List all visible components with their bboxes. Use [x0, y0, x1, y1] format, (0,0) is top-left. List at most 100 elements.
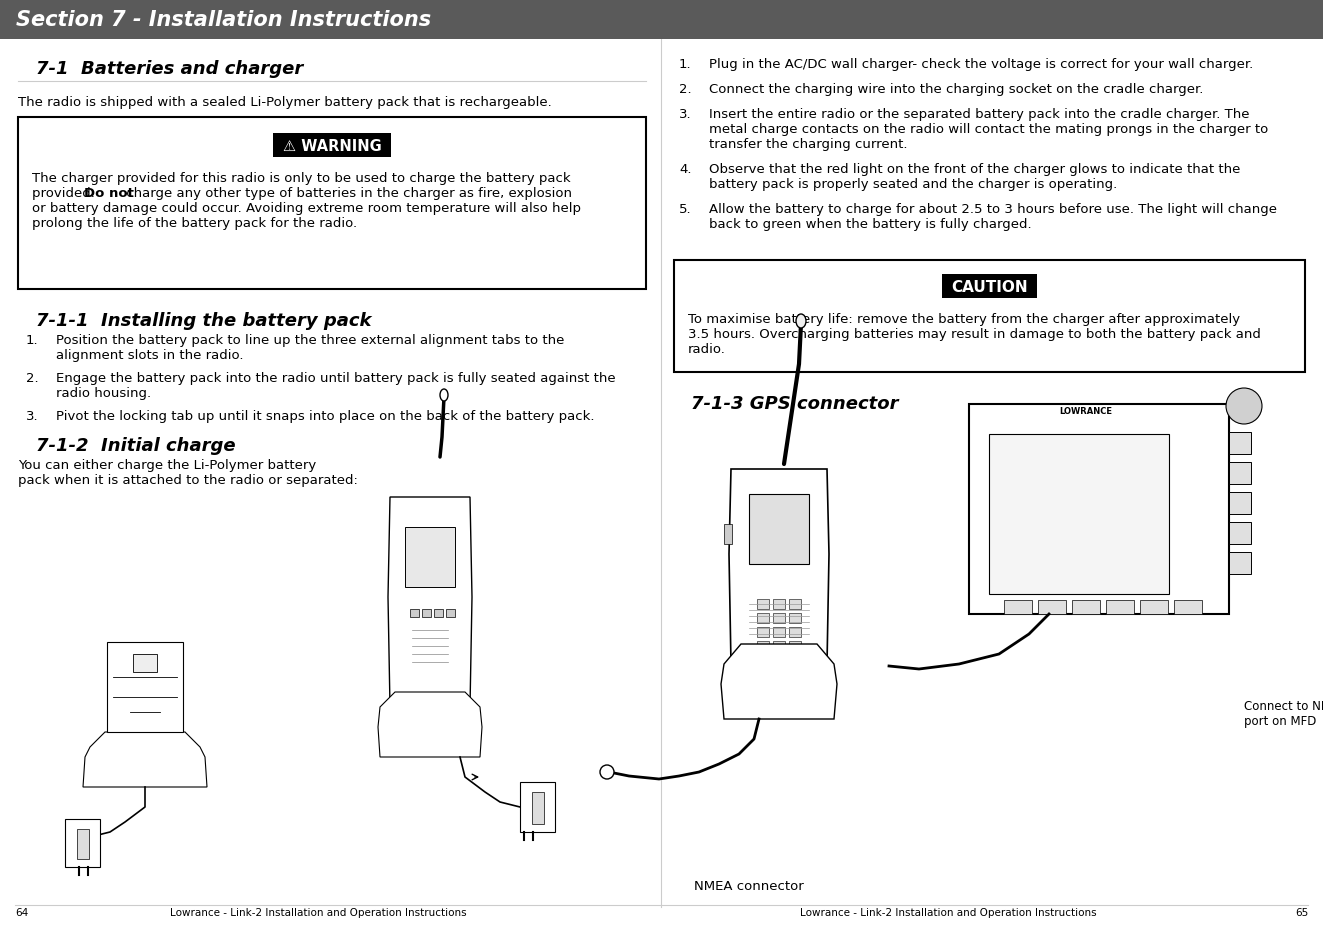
- Text: ⚠ WARNING: ⚠ WARNING: [283, 138, 381, 153]
- Bar: [532, 793, 544, 824]
- Text: 7-1-1  Installing the battery pack: 7-1-1 Installing the battery pack: [36, 311, 372, 330]
- Polygon shape: [388, 498, 472, 707]
- Bar: [773, 614, 785, 623]
- Bar: [789, 628, 800, 638]
- Bar: [1229, 492, 1252, 514]
- Text: charge any other type of batteries in the charger as fire, explosion: charge any other type of batteries in th…: [122, 187, 572, 200]
- Text: 5.: 5.: [679, 203, 692, 216]
- Text: 3.5 hours. Overcharging batteries may result in damage to both the battery pack : 3.5 hours. Overcharging batteries may re…: [688, 327, 1261, 340]
- Text: Observe that the red light on the front of the charger glows to indicate that th: Observe that the red light on the front …: [709, 163, 1241, 176]
- Text: 7-1  Batteries and charger: 7-1 Batteries and charger: [36, 60, 303, 78]
- Bar: [0, 0, 1323, 40]
- Bar: [410, 609, 419, 617]
- Circle shape: [1226, 388, 1262, 425]
- Text: You can either charge the Li-Polymer battery: You can either charge the Li-Polymer bat…: [19, 459, 316, 472]
- Polygon shape: [83, 732, 206, 787]
- Text: prolong the life of the battery pack for the radio.: prolong the life of the battery pack for…: [32, 217, 357, 230]
- Text: Lowrance - Link-2 Installation and Operation Instructions: Lowrance - Link-2 Installation and Opera…: [169, 907, 467, 917]
- Bar: [77, 829, 89, 859]
- Text: 1.: 1.: [679, 57, 692, 71]
- Text: 7-1-2  Initial charge: 7-1-2 Initial charge: [36, 437, 235, 454]
- Bar: [724, 525, 732, 544]
- Bar: [673, 260, 1304, 373]
- Text: metal charge contacts on the radio will contact the mating prongs in the charger: metal charge contacts on the radio will …: [709, 123, 1269, 136]
- Bar: [749, 494, 808, 565]
- Text: NMEA connector: NMEA connector: [695, 879, 804, 892]
- Text: 2.: 2.: [679, 83, 692, 95]
- Bar: [1072, 601, 1099, 615]
- Bar: [773, 600, 785, 609]
- Bar: [1039, 601, 1066, 615]
- Bar: [757, 600, 769, 609]
- Text: Lowrance - Link-2 Installation and Operation Instructions: Lowrance - Link-2 Installation and Opera…: [800, 907, 1097, 917]
- Text: To maximise battery life: remove the battery from the charger after approximatel: To maximise battery life: remove the bat…: [688, 312, 1240, 325]
- Bar: [757, 628, 769, 638]
- Bar: [968, 404, 1229, 615]
- Bar: [422, 609, 431, 617]
- Text: 65: 65: [1295, 907, 1308, 917]
- Bar: [757, 614, 769, 623]
- Text: pack when it is attached to the radio or separated:: pack when it is attached to the radio or…: [19, 474, 359, 487]
- Bar: [1174, 601, 1203, 615]
- Bar: [773, 641, 785, 652]
- Bar: [273, 133, 392, 158]
- Bar: [1004, 601, 1032, 615]
- Bar: [1106, 601, 1134, 615]
- Text: LOWRANCE: LOWRANCE: [1058, 407, 1113, 415]
- Bar: [520, 782, 556, 832]
- Text: alignment slots in the radio.: alignment slots in the radio.: [56, 349, 243, 362]
- Polygon shape: [729, 469, 830, 665]
- Text: The charger provided for this radio is only to be used to charge the battery pac: The charger provided for this radio is o…: [32, 171, 570, 184]
- Text: Position the battery pack to line up the three external alignment tabs to the: Position the battery pack to line up the…: [56, 334, 565, 347]
- Bar: [773, 628, 785, 638]
- Text: Plug in the AC/DC wall charger- check the voltage is correct for your wall charg: Plug in the AC/DC wall charger- check th…: [709, 57, 1253, 71]
- Text: 2.: 2.: [26, 372, 38, 385]
- Text: radio housing.: radio housing.: [56, 387, 151, 400]
- Bar: [789, 614, 800, 623]
- Bar: [990, 435, 1170, 594]
- Text: 7-1-3 GPS connector: 7-1-3 GPS connector: [691, 395, 898, 413]
- Text: battery pack is properly seated and the charger is operating.: battery pack is properly seated and the …: [709, 178, 1117, 191]
- Bar: [1229, 433, 1252, 454]
- Bar: [1229, 463, 1252, 485]
- Bar: [1140, 601, 1168, 615]
- Text: provided.: provided.: [32, 187, 99, 200]
- Ellipse shape: [441, 389, 448, 401]
- Text: 64: 64: [15, 907, 28, 917]
- Text: or battery damage could occur. Avoiding extreme room temperature will also help: or battery damage could occur. Avoiding …: [32, 202, 581, 215]
- Text: 3.: 3.: [679, 108, 692, 121]
- Text: Insert the entire radio or the separated battery pack into the cradle charger. T: Insert the entire radio or the separated…: [709, 108, 1249, 121]
- Text: Do not: Do not: [83, 187, 134, 200]
- Bar: [65, 819, 101, 867]
- Bar: [942, 274, 1037, 298]
- Text: Allow the battery to charge for about 2.5 to 3 hours before use. The light will : Allow the battery to charge for about 2.…: [709, 203, 1277, 216]
- Bar: [1229, 523, 1252, 544]
- Bar: [789, 600, 800, 609]
- Bar: [446, 609, 455, 617]
- Ellipse shape: [796, 314, 806, 329]
- Text: transfer the charging current.: transfer the charging current.: [709, 138, 908, 151]
- Circle shape: [601, 765, 614, 780]
- Text: Section 7 - Installation Instructions: Section 7 - Installation Instructions: [16, 10, 431, 30]
- Bar: [1229, 552, 1252, 575]
- Polygon shape: [721, 644, 837, 719]
- Text: 1.: 1.: [26, 334, 38, 347]
- Bar: [789, 641, 800, 652]
- Text: back to green when the battery is fully charged.: back to green when the battery is fully …: [709, 218, 1032, 231]
- Text: Pivot the locking tab up until it snaps into place on the back of the battery pa: Pivot the locking tab up until it snaps …: [56, 410, 594, 423]
- Text: Connect to NMEA0183
port on MFD: Connect to NMEA0183 port on MFD: [1244, 699, 1323, 727]
- Polygon shape: [378, 692, 482, 757]
- Bar: [19, 118, 646, 289]
- Text: The radio is shipped with a sealed Li-Polymer battery pack that is rechargeable.: The radio is shipped with a sealed Li-Po…: [19, 95, 552, 108]
- Text: 4.: 4.: [679, 163, 692, 176]
- Text: 3.: 3.: [26, 410, 38, 423]
- Text: Connect the charging wire into the charging socket on the cradle charger.: Connect the charging wire into the charg…: [709, 83, 1204, 95]
- Text: radio.: radio.: [688, 343, 726, 356]
- Bar: [757, 641, 769, 652]
- Bar: [134, 654, 157, 672]
- Polygon shape: [107, 642, 183, 732]
- Bar: [405, 527, 455, 588]
- Text: Engage the battery pack into the radio until battery pack is fully seated agains: Engage the battery pack into the radio u…: [56, 372, 615, 385]
- Bar: [434, 609, 443, 617]
- Text: CAUTION: CAUTION: [951, 279, 1028, 294]
